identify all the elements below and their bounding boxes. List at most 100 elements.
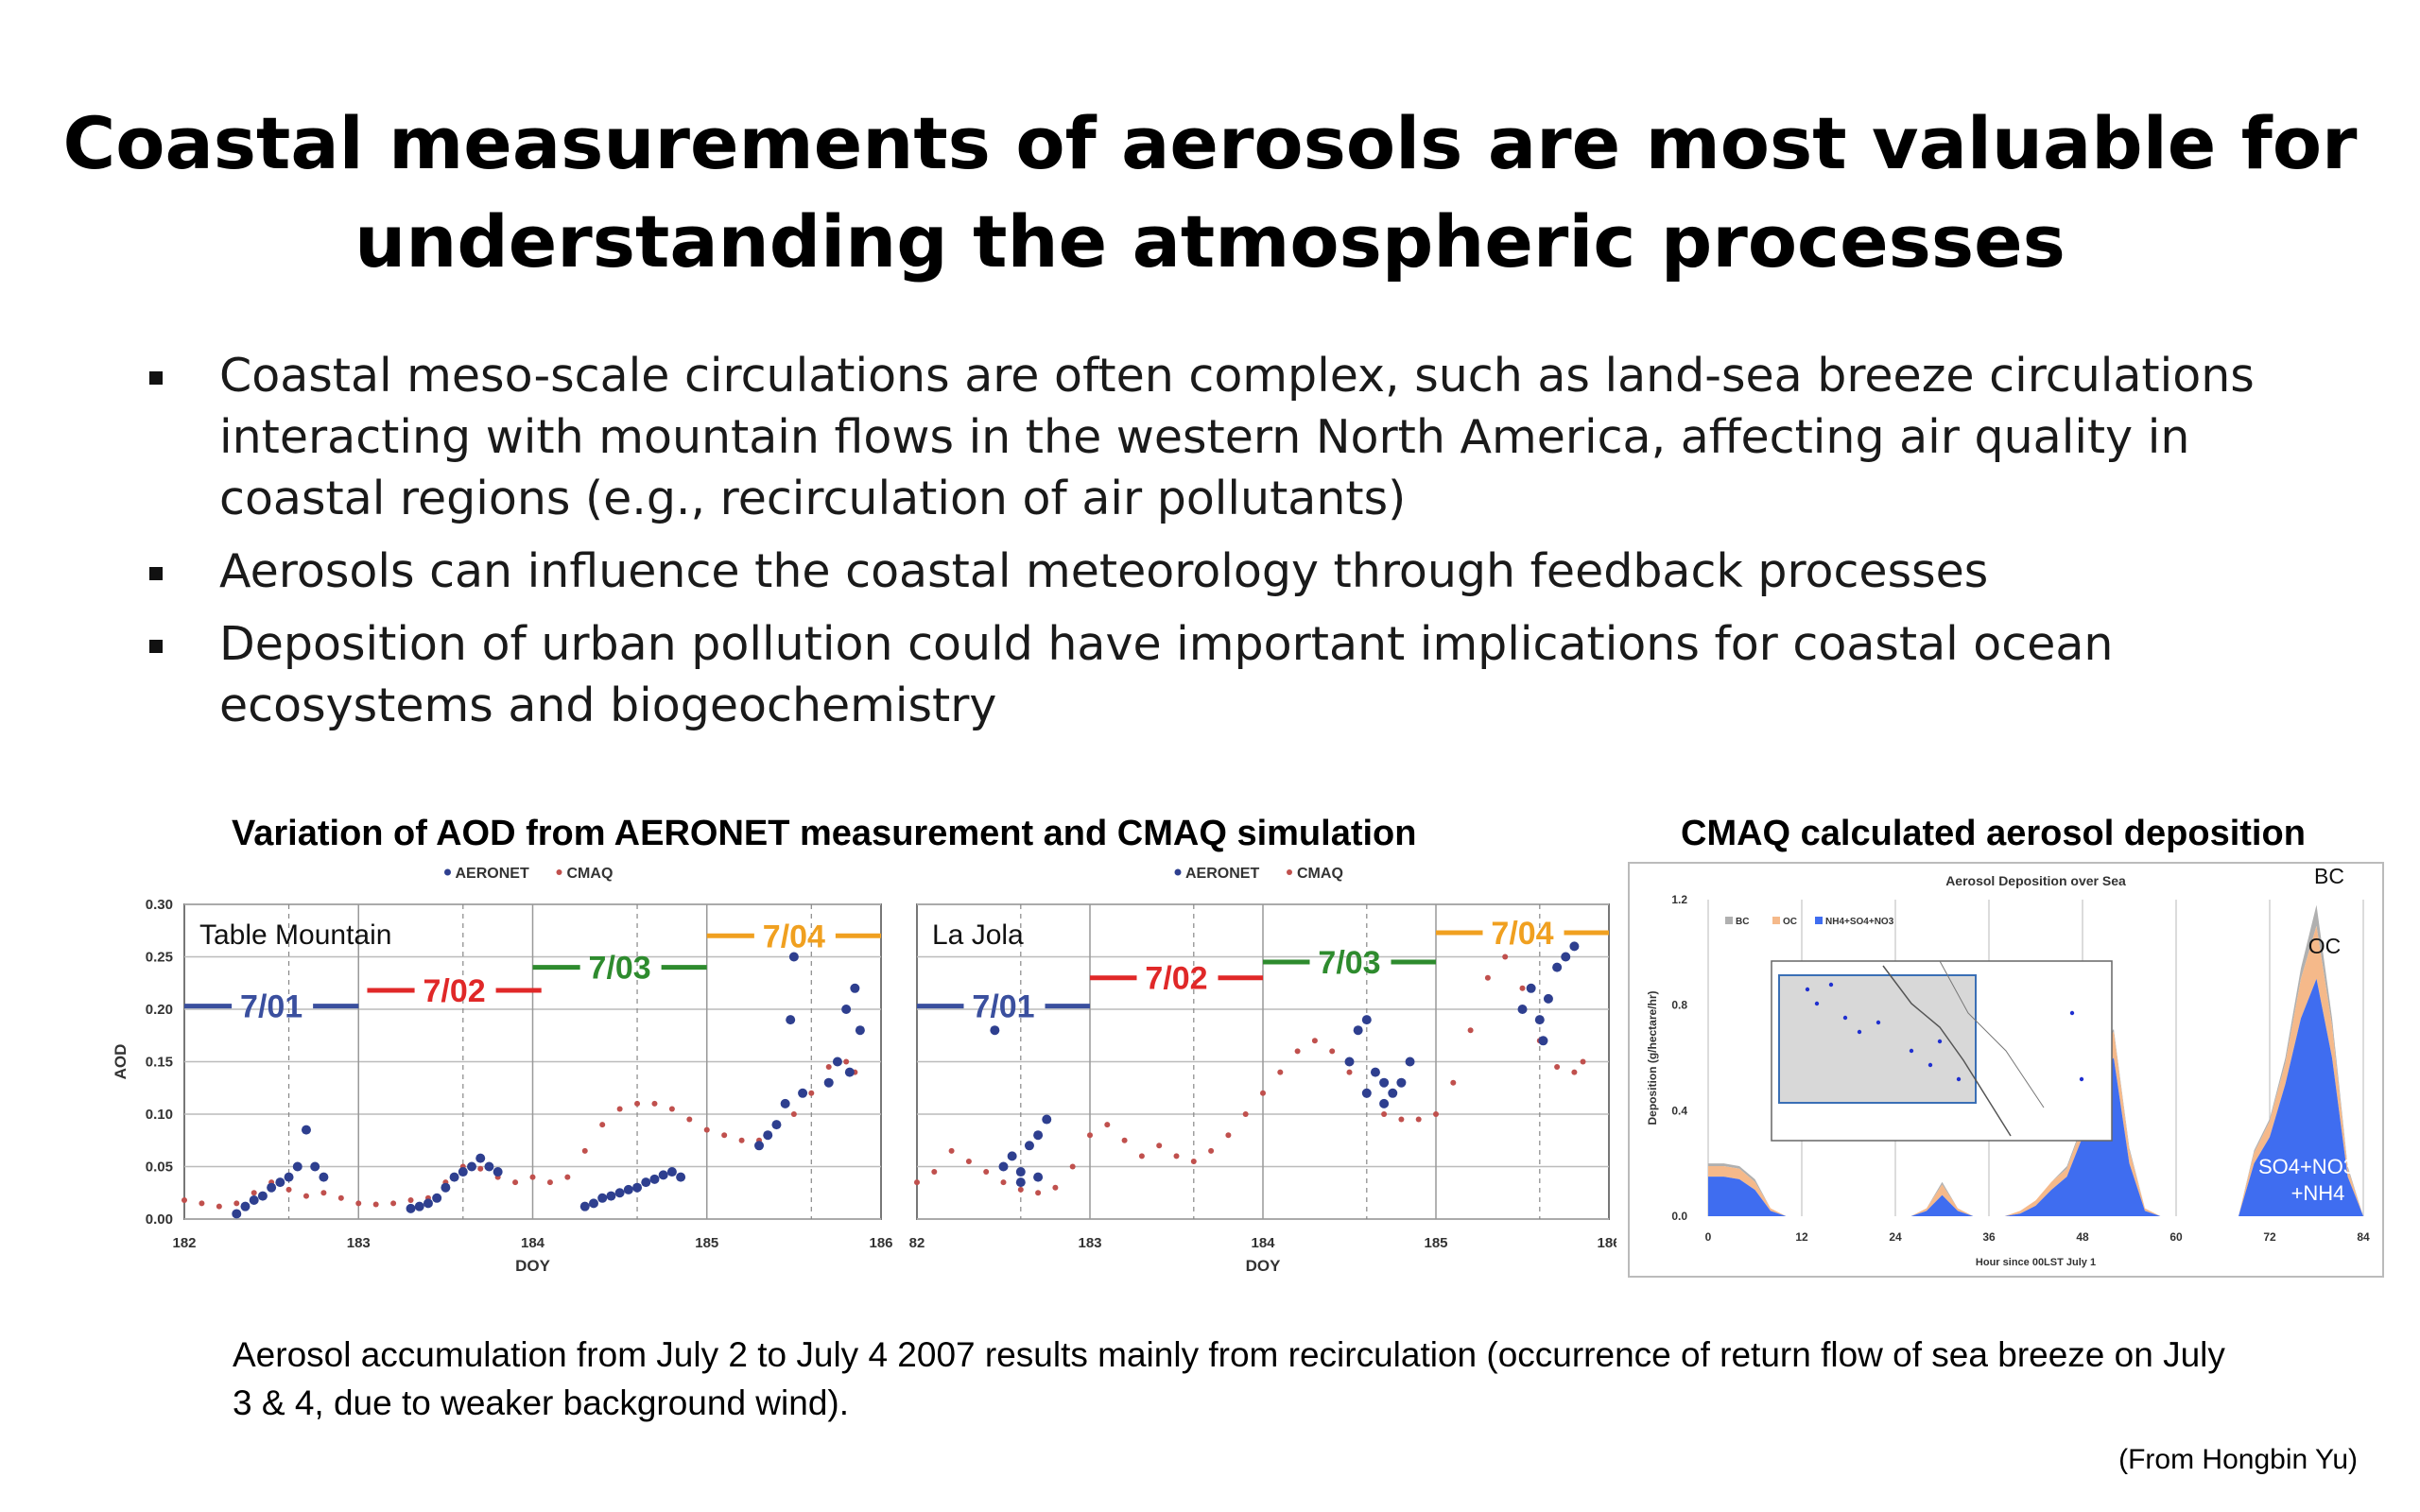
cmaq-point bbox=[1087, 1132, 1093, 1139]
deposition-chart: Aerosol Deposition over Sea 0 12 24 36 48 60 72… bbox=[1628, 862, 2384, 1278]
cmaq-point bbox=[808, 1090, 815, 1096]
aeronet-point bbox=[1517, 1005, 1528, 1014]
aeronet-point bbox=[301, 1125, 311, 1135]
aeronet-point bbox=[1033, 1130, 1044, 1141]
cmaq-point bbox=[337, 1194, 344, 1201]
cmaq-point bbox=[668, 1106, 675, 1112]
date-marker-label: 7/02 bbox=[1145, 961, 1207, 997]
legend-aeronet-marker bbox=[444, 868, 451, 876]
cmaq-point bbox=[285, 1186, 292, 1193]
aeronet-point bbox=[623, 1184, 633, 1194]
legend-bc-label: BC bbox=[1736, 917, 1749, 927]
inset-map-source-dot bbox=[1876, 1020, 1881, 1025]
cmaq-point bbox=[1571, 1069, 1578, 1075]
aeronet-point bbox=[1353, 1025, 1363, 1036]
date-marker-label: 7/04 bbox=[1491, 916, 1553, 952]
site-label: Table Mountain bbox=[199, 919, 391, 951]
aeronet-point bbox=[1534, 1015, 1545, 1025]
aeronet-point bbox=[855, 1025, 865, 1036]
aeronet-point bbox=[771, 1120, 782, 1130]
cmaq-point bbox=[1580, 1058, 1586, 1065]
aeronet-point bbox=[406, 1203, 416, 1213]
legend-aeronet-marker bbox=[1174, 868, 1182, 876]
aeronet-point bbox=[458, 1167, 468, 1177]
y-tick-label: 0.0 bbox=[1671, 1210, 1687, 1223]
cmaq-point bbox=[599, 1122, 606, 1128]
aeronet-point bbox=[606, 1191, 616, 1201]
aeronet-point bbox=[676, 1172, 686, 1182]
cmaq-point bbox=[1052, 1184, 1059, 1191]
aeronet-point bbox=[467, 1161, 477, 1172]
aeronet-point bbox=[449, 1172, 459, 1182]
aeronet-point bbox=[841, 1005, 852, 1014]
cmaq-point bbox=[199, 1200, 205, 1207]
aeronet-point bbox=[1538, 1036, 1548, 1046]
cmaq-point bbox=[1381, 1111, 1388, 1117]
aeronet-point bbox=[292, 1161, 302, 1172]
aeronet-point bbox=[666, 1167, 677, 1177]
cmaq-point bbox=[1017, 1186, 1024, 1193]
aeronet-point bbox=[1370, 1067, 1380, 1077]
title-line-2: understanding the atmospheric processes bbox=[354, 199, 2066, 284]
cmaq-point bbox=[1398, 1116, 1405, 1123]
inset-map-source-dot bbox=[2069, 1010, 2075, 1016]
cmaq-point bbox=[1415, 1116, 1422, 1123]
bullet-list: Coastal meso-scale circulations are ofte… bbox=[142, 345, 2316, 747]
aeronet-point bbox=[798, 1088, 808, 1098]
aeronet-point bbox=[614, 1188, 625, 1198]
aeronet-point bbox=[414, 1201, 424, 1211]
aeronet-point bbox=[1405, 1057, 1415, 1067]
legend-nh4-label: NH4+SO4+NO3 bbox=[1825, 917, 1894, 927]
cmaq-point bbox=[983, 1169, 990, 1176]
cmaq-point bbox=[651, 1100, 658, 1107]
aeronet-point bbox=[1552, 962, 1563, 972]
aeronet-point bbox=[257, 1191, 268, 1201]
aeronet-point bbox=[1361, 1015, 1372, 1025]
legend-oc-marker bbox=[1772, 917, 1780, 924]
aeronet-point bbox=[1561, 952, 1571, 962]
aeronet-point bbox=[1007, 1151, 1017, 1161]
slide-title: Coastal measurements of aerosols are mos… bbox=[0, 94, 2420, 291]
cmaq-point bbox=[1260, 1090, 1266, 1096]
aeronet-point bbox=[579, 1201, 590, 1211]
aeronet-point bbox=[1379, 1098, 1390, 1108]
cmaq-point bbox=[843, 1058, 850, 1065]
cmaq-point bbox=[1121, 1137, 1128, 1143]
x-axis-label: DOY bbox=[1246, 1257, 1282, 1275]
x-tick-label: 183 bbox=[1078, 1235, 1101, 1251]
cmaq-point bbox=[703, 1126, 710, 1133]
y-tick-label: 0.30 bbox=[146, 897, 173, 913]
cmaq-point bbox=[581, 1147, 588, 1154]
bullet-text: Deposition of urban pollution could have… bbox=[219, 617, 2114, 732]
aeronet-point bbox=[1033, 1172, 1044, 1182]
aeronet-point bbox=[493, 1167, 503, 1177]
x-tick-label: 0 bbox=[1705, 1230, 1712, 1244]
x-tick-label: 185 bbox=[1424, 1235, 1447, 1251]
aeronet-point bbox=[1388, 1088, 1398, 1098]
x-tick-label: 184 bbox=[1251, 1235, 1275, 1251]
legend-aeronet-label: AERONET bbox=[456, 866, 529, 882]
cmaq-point bbox=[372, 1201, 379, 1208]
aeronet-point bbox=[1015, 1177, 1026, 1188]
x-tick-label: 36 bbox=[1982, 1230, 1996, 1244]
cmaq-point bbox=[738, 1137, 745, 1143]
aeronet-point bbox=[267, 1182, 277, 1193]
legend-cmaq-marker bbox=[556, 869, 562, 875]
cmaq-point bbox=[1225, 1132, 1232, 1139]
cmaq-point bbox=[790, 1111, 797, 1117]
inset-map-source-dot bbox=[2079, 1076, 2084, 1082]
cmaq-point bbox=[302, 1193, 309, 1199]
aod-chart-la-jola: 82 183 184 185 186 DOY AERONET CMAQ La Jola 7/01 7… bbox=[909, 866, 1616, 1275]
cmaq-point bbox=[1069, 1163, 1076, 1170]
cmaq-point bbox=[1000, 1179, 1007, 1186]
legend-bc-marker bbox=[1725, 917, 1733, 924]
date-marker-label: 7/03 bbox=[1318, 945, 1380, 981]
cmaq-point bbox=[914, 1179, 920, 1186]
x-tick-label: 186 bbox=[1597, 1235, 1616, 1251]
bullet-item: Aerosols can influence the coastal meteo… bbox=[142, 541, 2316, 602]
cmaq-point bbox=[948, 1147, 955, 1154]
cmaq-point bbox=[1519, 985, 1526, 991]
x-tick-label: 60 bbox=[2169, 1230, 2183, 1244]
aeronet-point bbox=[432, 1193, 442, 1203]
y-axis-label: Deposition (g/hectare/hr) bbox=[1646, 990, 1659, 1125]
